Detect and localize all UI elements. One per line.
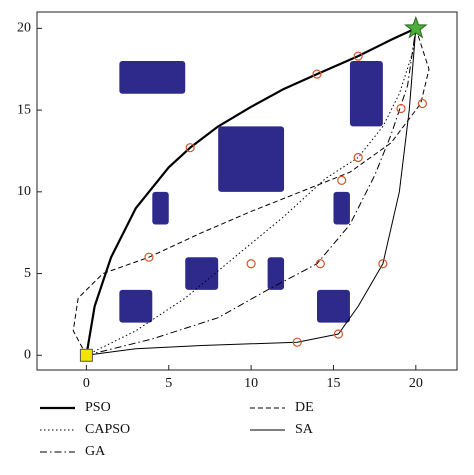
- x-tick-label: 0: [83, 376, 90, 391]
- plot-frame: [36, 11, 458, 371]
- obstacle: [333, 191, 350, 225]
- y-tick-label: 20: [17, 21, 31, 36]
- start-marker: [79, 348, 93, 362]
- waypoint: [353, 51, 363, 61]
- obstacle: [349, 61, 383, 127]
- x-tick-label: 15: [326, 376, 340, 391]
- waypoint: [337, 175, 347, 185]
- path-line: [86, 28, 417, 356]
- obstacle: [218, 126, 285, 192]
- waypoint: [378, 259, 388, 269]
- path-line: [72, 28, 430, 356]
- path-line: [86, 28, 417, 356]
- waypoint: [417, 98, 428, 109]
- obstacle: [119, 61, 186, 94]
- legend-label: DE: [295, 400, 314, 415]
- y-tick-label: 0: [24, 348, 31, 363]
- waypoint: [315, 259, 325, 269]
- path-line: [86, 28, 417, 356]
- obstacle: [152, 191, 169, 225]
- waypoint: [312, 69, 322, 79]
- waypoint: [185, 143, 195, 153]
- legend-label: GA: [85, 444, 106, 459]
- y-tick-label: 5: [24, 266, 31, 281]
- x-tick-label: 20: [409, 376, 423, 391]
- obstacle: [185, 257, 219, 290]
- goal-marker: [403, 15, 428, 39]
- waypoint: [246, 259, 256, 269]
- waypoint: [396, 103, 406, 114]
- x-tick-label: 5: [165, 376, 172, 391]
- obstacle: [119, 289, 153, 323]
- legend-label: CAPSO: [85, 422, 130, 437]
- waypoint: [353, 152, 363, 163]
- waypoint: [333, 329, 344, 339]
- legend-label: PSO: [85, 400, 111, 415]
- obstacle: [267, 257, 285, 290]
- x-tick-label: 10: [244, 376, 258, 391]
- waypoint: [292, 337, 302, 347]
- waypoint: [144, 252, 154, 262]
- legend-label: SA: [295, 422, 314, 437]
- y-tick-label: 15: [17, 102, 31, 117]
- path-line: [85, 27, 417, 356]
- y-tick-label: 10: [17, 184, 31, 199]
- obstacle: [317, 289, 350, 323]
